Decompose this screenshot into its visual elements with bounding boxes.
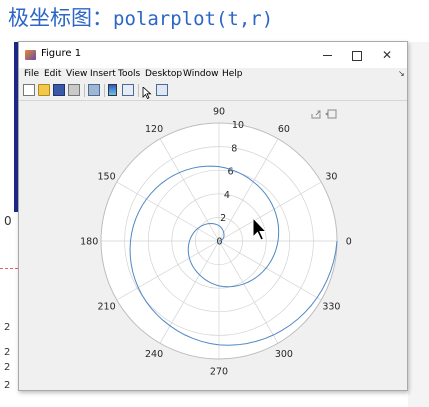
new-figure-icon[interactable] [23,84,35,96]
theta-tick-label: 330 [322,301,340,312]
save-icon[interactable] [53,84,65,96]
r-tick-label: 4 [224,190,230,201]
figure-toolbar [19,82,407,101]
theta-grid-line [218,240,322,301]
polar-axes[interactable]: 0 30 60 90 120 150 180 210 240 270 300 330 0 2 4 6 8 10 [19,101,409,390]
r-tick-label: 2 [220,213,226,224]
background-number: 2 [4,322,11,333]
property-inspector-icon[interactable] [156,84,168,96]
background-number: 2 [4,380,11,391]
colorbar-icon[interactable] [108,84,117,96]
maximize-icon [352,50,362,61]
figure-canvas[interactable]: 0 30 60 90 120 150 180 210 240 270 300 330 0 2 4 6 8 10 [19,101,407,390]
minimize-button[interactable] [312,42,342,68]
r-grid-ring [171,193,267,289]
theta-tick-label: 210 [98,301,116,312]
menu-tools[interactable]: Tools [118,69,141,79]
legend-icon[interactable] [122,84,134,96]
print-icon[interactable] [68,84,80,96]
background-blue-bar [14,42,20,212]
menu-window[interactable]: Window [183,69,219,79]
menu-file[interactable]: File [24,69,40,79]
background-right-area [408,42,429,407]
theta-tick-label: 60 [278,124,290,135]
slide-title-code: polarplot(t,r) [113,8,274,30]
slide-title: 极坐标图：polarplot(t,r) [8,3,273,33]
theta-tick-label: 150 [98,172,116,183]
theta-tick-label: 0 [346,237,352,248]
theta-grid-line [116,240,220,301]
background-number: 2 [4,362,11,373]
background-glyph: 0 [4,214,12,228]
background-slide-area [0,40,18,407]
cursor-arrow [252,216,268,241]
open-file-icon[interactable] [38,84,50,96]
theta-tick-label: 300 [275,349,293,360]
data-tips-icon[interactable] [325,109,337,122]
title-bar[interactable]: Figure 1 ✕ [19,42,407,68]
r-tick-label: 6 [228,167,234,178]
r-tick-label: 0 [216,237,222,248]
mouse-cursor-icon [252,216,268,241]
theta-tick-label: 120 [145,124,163,135]
menu-insert[interactable]: Insert [90,69,116,79]
theta-grid-line [116,181,220,242]
export-icon[interactable] [311,109,323,122]
minimize-icon [322,55,332,56]
r-grid-ring [195,217,243,265]
theta-grid-line [218,138,279,242]
theta-grid-line [218,181,322,242]
slide-title-prefix: 极坐标图： [8,6,113,30]
menu-edit[interactable]: Edit [44,69,62,79]
r-tick-label: 10 [232,120,244,131]
menu-help[interactable]: Help [222,69,243,79]
spiral-curve [129,165,338,346]
toolbar-separator [84,84,85,97]
pointer-icon[interactable] [142,84,152,100]
close-button[interactable]: ✕ [372,42,402,68]
theta-tick-label: 240 [145,349,163,360]
r-tick-label: 8 [231,143,237,154]
r-grid-ring [124,146,314,336]
menu-view[interactable]: View [66,69,88,79]
theta-tick-label: 270 [210,366,228,377]
close-icon: ✕ [381,48,393,62]
toolbar-separator [138,84,139,97]
figure-window: Figure 1 ✕ File Edit View Insert Tools D… [18,41,408,391]
toolbar-separator [104,84,105,97]
theta-grid-line [218,240,279,344]
background-number: 2 [4,347,11,358]
dock-icon[interactable]: ↘ [398,69,405,78]
maximize-button[interactable] [342,42,372,68]
r-grid-ring [147,169,291,313]
theta-tick-label: 90 [213,107,225,118]
menu-desktop[interactable]: Desktop [145,69,183,79]
theta-tick-label: 30 [325,172,337,183]
matlab-icon [25,50,36,60]
window-title: Figure 1 [41,48,82,59]
background-dashed-line [0,268,18,269]
print-preview-icon[interactable] [88,84,100,96]
menu-bar: File Edit View Insert Tools Desktop Wind… [19,68,407,82]
theta-tick-label: 180 [80,237,98,248]
